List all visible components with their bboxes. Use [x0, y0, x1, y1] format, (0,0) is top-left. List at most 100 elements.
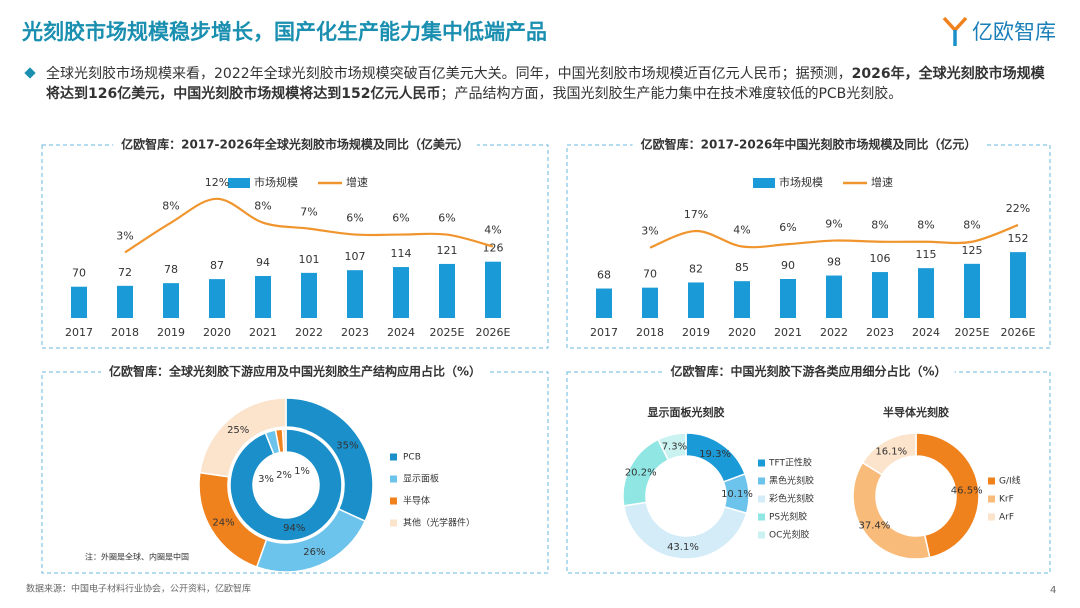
- bar: [439, 263, 455, 318]
- legend-label: OC光刻胶: [769, 529, 809, 541]
- logo-icon: [942, 16, 968, 46]
- data-label: 2%: [276, 470, 292, 481]
- legend-label: ArF: [999, 513, 1014, 523]
- data-label: 107: [345, 250, 366, 263]
- bar: [734, 281, 750, 318]
- bar: [918, 268, 934, 318]
- x-tick-label: 2019: [157, 326, 185, 339]
- x-tick-label: 2021: [774, 326, 802, 339]
- legend-swatch: [988, 477, 995, 485]
- data-label: 82: [689, 262, 703, 275]
- legend-swatch: [758, 495, 765, 503]
- legend-swatch: [758, 531, 765, 539]
- data-label: 1%: [294, 466, 310, 477]
- legend-swatch: [753, 178, 775, 188]
- x-tick-label: 2017: [590, 326, 618, 339]
- title-bg: [662, 364, 955, 380]
- logo-stroke: [942, 16, 968, 33]
- data-label: 7.3%: [662, 441, 687, 452]
- chart-title: 亿欧智库：中国光刻胶下游各类应用细分占比（%）: [670, 364, 946, 379]
- data-label: 6%: [392, 212, 409, 225]
- x-tick-label: 2023: [341, 326, 369, 339]
- bar: [163, 283, 179, 318]
- data-label: 115: [916, 248, 937, 261]
- legend-label: 半导体: [403, 495, 430, 507]
- donut-segment: [852, 461, 931, 560]
- bar: [255, 275, 271, 318]
- data-label: 3%: [258, 474, 274, 485]
- data-label: 24%: [212, 518, 234, 529]
- chart-title: 亿欧智库：全球光刻胶下游应用及中国光刻胶生产结构应用占比（%）: [109, 364, 481, 379]
- legend-label: TFT正性胶: [768, 457, 812, 469]
- data-label: 70: [643, 268, 657, 281]
- donut-segment: [622, 501, 748, 560]
- x-tick-label: 2018: [636, 326, 664, 339]
- legend-label: 彩色光刻胶: [769, 493, 814, 505]
- data-label: 25%: [227, 425, 249, 436]
- legend-swatch: [758, 459, 765, 467]
- bar: [642, 287, 658, 318]
- x-tick-label: 2020: [728, 326, 756, 339]
- legend-label: PCB: [403, 453, 421, 463]
- bar: [872, 272, 888, 318]
- bar: [347, 270, 363, 318]
- data-label: 6%: [438, 212, 455, 225]
- data-label: 8%: [917, 219, 934, 232]
- bar: [117, 285, 133, 318]
- data-label: 4%: [733, 224, 750, 237]
- data-label: 114: [391, 247, 412, 260]
- data-label: 43.1%: [667, 542, 699, 553]
- donut-segment: [199, 397, 287, 478]
- data-label: 90: [781, 259, 795, 272]
- legend-label: 增速: [871, 175, 893, 189]
- x-tick-label: 2022: [820, 326, 848, 339]
- bullet-bold: 2026年，全球光刻胶市场规模将达到126亿美元，中国光刻胶市场规模将达到152…: [46, 66, 1045, 102]
- data-label: 7%: [300, 206, 317, 219]
- bar: [209, 279, 225, 318]
- growth-line: [649, 224, 1019, 249]
- x-tick-label: 2024: [387, 326, 415, 339]
- donut-segment: [915, 432, 980, 559]
- donut-segment: [657, 432, 687, 462]
- x-tick-label: 2025E: [955, 326, 990, 339]
- data-label: 78: [164, 263, 178, 276]
- note: 注：外圈是全球、内圈是中国: [85, 552, 189, 562]
- donut-segment: [861, 432, 917, 476]
- bar: [964, 263, 980, 318]
- data-label: 16.1%: [875, 446, 907, 457]
- bar: [301, 272, 317, 318]
- legend-swatch: [758, 477, 765, 485]
- data-label: 6%: [346, 212, 363, 225]
- legend-label: G/I线: [999, 475, 1021, 487]
- x-tick-label: 2022: [295, 326, 323, 339]
- bar: [1010, 252, 1026, 318]
- data-label: 87: [210, 259, 224, 272]
- donut-segment: [281, 428, 287, 453]
- data-label: 68: [597, 269, 611, 282]
- title-bg: [100, 364, 490, 380]
- data-label: 8%: [963, 219, 980, 232]
- x-tick-label: 2025E: [430, 326, 465, 339]
- x-tick-label: 2021: [249, 326, 277, 339]
- data-label: 8%: [254, 200, 271, 213]
- data-label: 125: [962, 244, 983, 257]
- data-label: 85: [735, 261, 749, 274]
- legend-label: 市场规模: [254, 175, 298, 189]
- pie-title: 显示面板光刻胶: [648, 405, 725, 419]
- data-label: 94%: [283, 523, 305, 534]
- bar: [780, 279, 796, 318]
- data-label: 70: [72, 267, 86, 280]
- chart-title: 亿欧智库：2017-2026年全球光刻胶市场规模及同比（亿美元）: [121, 137, 469, 152]
- data-label: 9%: [825, 218, 842, 231]
- legend-swatch: [390, 519, 397, 527]
- data-label: 6%: [779, 221, 796, 234]
- data-label: 46.5%: [951, 485, 983, 496]
- title-bg: [632, 137, 985, 153]
- legend-swatch: [228, 178, 250, 188]
- bullet-part: ；产品结构方面，我国光刻胶生产能力集中在技术难度较低的PCB光刻胶。: [440, 86, 903, 102]
- legend-swatch: [758, 513, 765, 521]
- data-label: 72: [118, 266, 132, 279]
- legend-label: 显示面板: [403, 473, 439, 485]
